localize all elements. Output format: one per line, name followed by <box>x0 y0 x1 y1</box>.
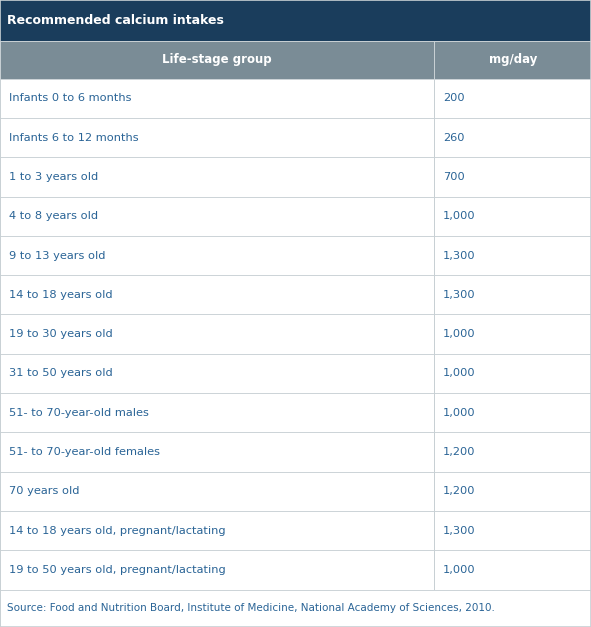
Bar <box>0 78 591 118</box>
Text: 1,300: 1,300 <box>443 290 476 300</box>
Text: 1,200: 1,200 <box>443 447 476 457</box>
Text: mg/day: mg/day <box>489 53 537 66</box>
Text: Recommended calcium intakes: Recommended calcium intakes <box>7 14 224 27</box>
Text: 1,000: 1,000 <box>443 369 476 379</box>
Text: Source: Food and Nutrition Board, Institute of Medicine, National Academy of Sci: Source: Food and Nutrition Board, Instit… <box>7 603 495 613</box>
Bar <box>0 275 591 315</box>
Text: Infants 0 to 6 months: Infants 0 to 6 months <box>9 93 131 103</box>
Text: 700: 700 <box>443 172 465 182</box>
Bar <box>0 393 591 433</box>
Text: 19 to 30 years old: 19 to 30 years old <box>9 329 113 339</box>
Bar <box>434 354 435 393</box>
Bar <box>0 157 591 196</box>
Text: 1,200: 1,200 <box>443 487 476 497</box>
Bar <box>0 433 591 472</box>
Text: 4 to 8 years old: 4 to 8 years old <box>9 211 98 221</box>
Text: 14 to 18 years old: 14 to 18 years old <box>9 290 112 300</box>
Bar <box>0 551 591 589</box>
Bar <box>434 196 435 236</box>
Text: 19 to 50 years old, pregnant/lactating: 19 to 50 years old, pregnant/lactating <box>9 565 226 575</box>
Bar <box>434 472 435 511</box>
Text: 1,300: 1,300 <box>443 251 476 260</box>
Text: 51- to 70-year-old males: 51- to 70-year-old males <box>9 408 149 418</box>
Bar <box>434 275 435 315</box>
Bar <box>434 433 435 472</box>
Bar <box>0 196 591 236</box>
Text: 51- to 70-year-old females: 51- to 70-year-old females <box>9 447 160 457</box>
Bar <box>434 236 435 275</box>
Bar <box>434 157 435 196</box>
Text: Infants 6 to 12 months: Infants 6 to 12 months <box>9 132 138 142</box>
Text: 9 to 13 years old: 9 to 13 years old <box>9 251 105 260</box>
Text: 1,300: 1,300 <box>443 525 476 535</box>
Bar <box>0 354 591 393</box>
Bar <box>0 589 591 627</box>
Bar <box>434 41 435 78</box>
Bar <box>434 78 435 118</box>
Text: 1 to 3 years old: 1 to 3 years old <box>9 172 98 182</box>
Text: 260: 260 <box>443 132 465 142</box>
Bar <box>434 315 435 354</box>
Text: 1,000: 1,000 <box>443 211 476 221</box>
Bar <box>434 393 435 433</box>
Bar <box>0 472 591 511</box>
Text: 200: 200 <box>443 93 465 103</box>
Text: 31 to 50 years old: 31 to 50 years old <box>9 369 113 379</box>
Text: 1,000: 1,000 <box>443 565 476 575</box>
Bar <box>0 511 591 551</box>
Text: 1,000: 1,000 <box>443 329 476 339</box>
Bar <box>434 118 435 157</box>
Bar <box>434 511 435 551</box>
Text: 70 years old: 70 years old <box>9 487 79 497</box>
Bar <box>0 236 591 275</box>
Bar <box>0 118 591 157</box>
Text: 14 to 18 years old, pregnant/lactating: 14 to 18 years old, pregnant/lactating <box>9 525 226 535</box>
Bar <box>0 315 591 354</box>
Bar <box>0 41 591 78</box>
Bar <box>0 0 591 41</box>
Text: 1,000: 1,000 <box>443 408 476 418</box>
Text: Life-stage group: Life-stage group <box>163 53 272 66</box>
Bar <box>434 551 435 589</box>
